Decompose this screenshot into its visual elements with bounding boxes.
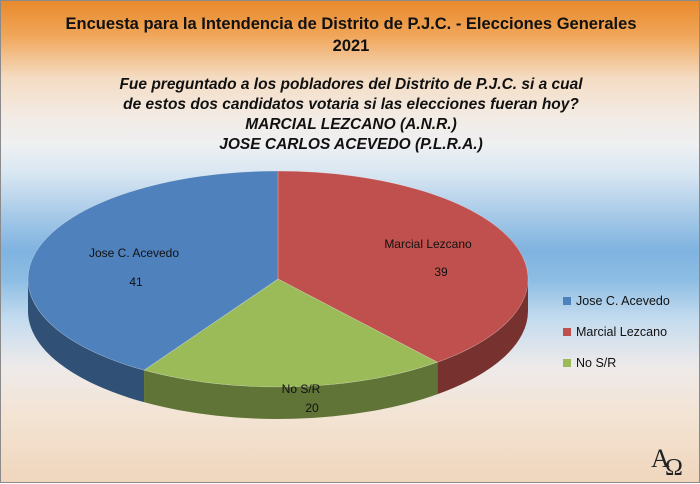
legend-swatch-jose-c-acevedo [563,297,571,305]
pie-side-jose-c-acevedo [28,279,145,403]
pie-side-no-s-r [144,362,438,419]
pie-label-name-marcial-lezcano: Marcial Lezcano [384,237,472,251]
pie-slice-marcial-lezcano [277,170,529,363]
svg-text:A: A [651,444,670,473]
legend-label-marcial-lezcano: Marcial Lezcano [576,325,668,339]
legend-label-jose-c-acevedo: Jose C. Acevedo [576,294,670,308]
subtitle-line-2: de estos dos candidatos votaria si las e… [123,96,579,113]
pie-side-marcial-lezcano [437,279,528,395]
watermark-logo: A Ω [651,444,683,479]
pie-label-value-marcial-lezcano: 39 [434,265,448,279]
subtitle-line-1: Fue preguntado a los pobladores del Dist… [119,76,583,93]
legend-swatch-marcial-lezcano [563,328,571,336]
candidate-1: MARCIAL LEZCANO (A.N.R.) [245,116,457,133]
svg-text:Ω: Ω [665,455,683,479]
legend-item-jose-c-acevedo: Jose C. Acevedo [563,291,670,311]
pie-label-value-jose-c-acevedo: 41 [129,275,143,289]
pie-label-name-no-s-r: No S/R [282,382,321,396]
chart-title: Encuesta para la Intendencia de Distrito… [65,15,637,55]
pie-label-name-jose-c-acevedo: Jose C. Acevedo [89,246,179,260]
pie-slice-jose-c-acevedo [27,170,279,371]
legend-item-marcial-lezcano: Marcial Lezcano [563,322,670,342]
candidate-2: JOSE CARLOS ACEVEDO (P.L.R.A.) [219,136,483,153]
legend: Jose C. Acevedo Marcial Lezcano No S/R [563,291,670,384]
legend-item-no-s-r: No S/R [563,353,670,373]
legend-swatch-no-s-r [563,359,571,367]
legend-label-no-s-r: No S/R [576,356,617,370]
pie-label-value-no-s-r: 20 [305,401,319,415]
chart-subtitle: Fue preguntado a los pobladores del Dist… [61,75,641,155]
pie-slice-no-s-r [143,278,439,388]
